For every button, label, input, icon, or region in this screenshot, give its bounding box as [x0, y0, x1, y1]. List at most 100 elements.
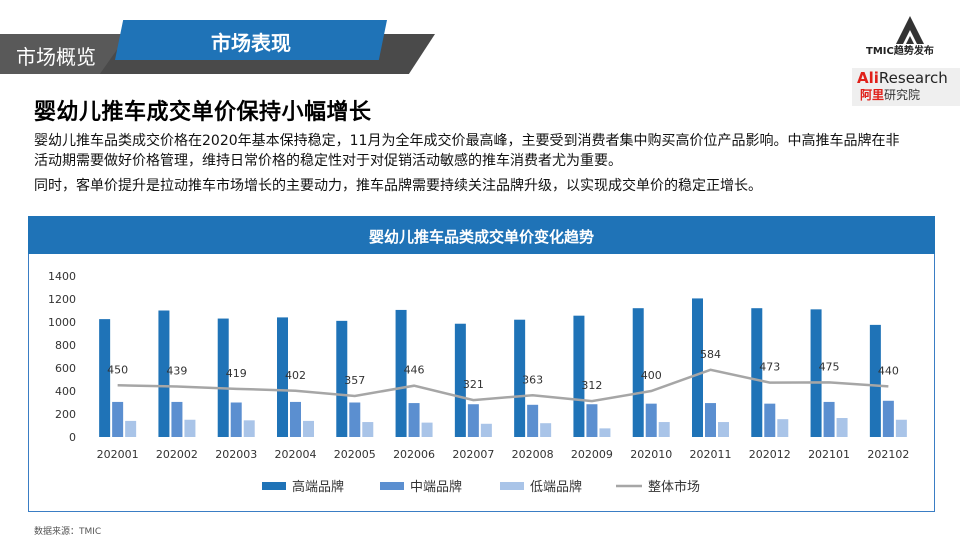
x-tick-label: 202003	[215, 448, 257, 461]
data-label: 446	[404, 364, 425, 377]
bar-mid	[230, 402, 242, 437]
bar-high	[869, 324, 881, 437]
bar-high	[751, 308, 763, 437]
x-tick-label: 202007	[452, 448, 494, 461]
data-label: 450	[107, 363, 128, 376]
aliresearch-logo-line1: AliResearch	[857, 69, 948, 87]
bar-low	[480, 423, 492, 437]
chart-title-bar	[28, 216, 935, 254]
bar-mid	[645, 403, 657, 437]
data-label: 584	[700, 348, 721, 361]
bar-high	[99, 319, 111, 437]
tab-market-performance-label[interactable]: 市场表现	[211, 31, 291, 55]
bar-mid	[408, 403, 420, 437]
paragraph-1: 婴幼儿推车品类成交价格在2020年基本保持稳定，11月为全年成交价最高峰，主要受…	[34, 133, 900, 169]
bar-high	[810, 309, 822, 437]
tab-market-performance[interactable]	[115, 20, 387, 60]
bar-mid	[823, 401, 835, 437]
x-tick-label: 202010	[630, 448, 672, 461]
legend-label: 整体市场	[648, 479, 700, 495]
bar-low	[777, 419, 789, 437]
x-tick-label: 202001	[97, 448, 139, 461]
x-tick-label: 202102	[867, 448, 909, 461]
bar-high	[336, 320, 348, 437]
y-tick-label: 800	[55, 339, 76, 352]
y-tick-label: 1400	[48, 270, 76, 283]
bar-mid	[290, 401, 301, 437]
bar-low	[658, 422, 670, 437]
bar-low	[599, 428, 611, 437]
section-label: 市场概览	[16, 45, 96, 69]
x-tick-label: 202002	[156, 448, 198, 461]
legend-label: 中端品牌	[410, 479, 462, 495]
x-tick-label: 202006	[393, 448, 435, 461]
x-tick-label: 202011	[690, 448, 732, 461]
data-label: 439	[166, 365, 187, 378]
chart-container	[28, 216, 935, 512]
y-tick-label: 1000	[48, 316, 76, 329]
x-tick-label: 202101	[808, 448, 850, 461]
x-tick-label: 202009	[571, 448, 613, 461]
data-label: 363	[522, 373, 543, 386]
price-trend-chart: 0 200 400 600 800 1000 1200 1400 202001 202002 202…	[48, 270, 909, 495]
data-label: 419	[226, 367, 247, 380]
tmic-logo-icon	[896, 16, 924, 44]
bar-high	[158, 310, 170, 437]
bar-high	[573, 315, 585, 437]
overall-market-line	[117, 368, 889, 403]
legend-label: 低端品牌	[530, 479, 582, 495]
bar-high	[692, 298, 703, 437]
bar-low	[718, 422, 729, 437]
data-label: 440	[878, 364, 899, 377]
bar-mid	[467, 404, 479, 437]
bar-mid	[112, 401, 124, 437]
legend-mid-swatch	[380, 482, 404, 490]
paragraph-2: 同时，客单价提升是拉动推车市场增长的主要动力，推车品牌需要持续关注品牌升级，以实…	[34, 178, 762, 194]
data-source: 数据来源：TMIC	[34, 527, 102, 537]
legend-label: 高端品牌	[292, 479, 344, 495]
bar-high	[632, 308, 644, 437]
bar-high	[454, 323, 466, 437]
bar-mid	[764, 403, 776, 437]
bar-low	[421, 422, 433, 437]
data-label: 402	[285, 369, 306, 382]
bar-low	[243, 420, 255, 437]
bar-low	[125, 420, 137, 437]
bar-low	[836, 418, 848, 437]
y-tick-label: 200	[55, 408, 76, 421]
aliresearch-logo	[852, 68, 960, 106]
bar-high	[277, 317, 288, 437]
bar-low	[540, 423, 552, 437]
data-label: 473	[759, 361, 780, 374]
bar-mid	[527, 404, 539, 437]
x-tick-label: 202005	[334, 448, 376, 461]
bar-low	[303, 420, 314, 437]
aliresearch-logo-line2: 阿里研究院	[860, 88, 921, 102]
data-label: 312	[581, 379, 602, 392]
tmic-logo-text: TMIC趋势发布	[866, 46, 934, 57]
page-title: 婴幼儿推车成交单价保持小幅增长	[34, 100, 372, 125]
y-tick-label: 400	[55, 385, 76, 398]
x-tick-label: 202012	[749, 448, 791, 461]
bar-low	[895, 419, 907, 437]
legend-high-swatch	[262, 482, 286, 490]
x-tick-label: 202008	[512, 448, 554, 461]
data-label: 321	[463, 378, 484, 391]
bar-low	[184, 419, 196, 437]
data-label: 400	[641, 369, 662, 382]
y-tick-label: 1200	[48, 293, 76, 306]
bar-mid	[586, 404, 598, 437]
bar-mid	[705, 403, 716, 437]
bar-high	[395, 309, 407, 437]
y-tick-label: 0	[69, 431, 76, 444]
data-label: 357	[344, 374, 365, 387]
x-tick-label: 202004	[275, 448, 317, 461]
data-label: 475	[819, 360, 840, 373]
y-tick-label: 600	[55, 362, 76, 375]
legend-low-swatch	[500, 482, 524, 490]
bar-mid	[349, 402, 361, 437]
chart-title: 婴幼儿推车品类成交单价变化趋势	[368, 228, 594, 246]
bar-high	[514, 319, 526, 437]
bar-low	[362, 422, 374, 437]
bar-high	[217, 318, 229, 437]
